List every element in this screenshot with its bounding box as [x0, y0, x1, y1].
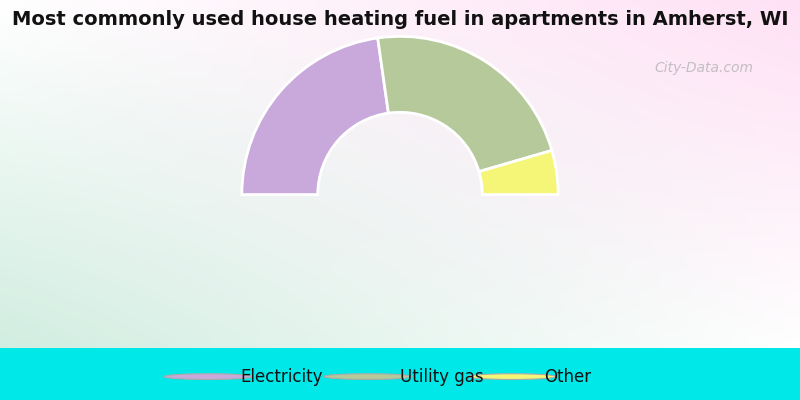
- Wedge shape: [479, 150, 558, 194]
- Text: Most commonly used house heating fuel in apartments in Amherst, WI: Most commonly used house heating fuel in…: [12, 10, 788, 29]
- Circle shape: [164, 374, 252, 380]
- Circle shape: [468, 374, 556, 380]
- Wedge shape: [242, 38, 389, 194]
- Text: Other: Other: [544, 368, 591, 386]
- Wedge shape: [378, 36, 552, 172]
- Text: Utility gas: Utility gas: [400, 368, 484, 386]
- Text: City-Data.com: City-Data.com: [654, 61, 754, 75]
- Text: Electricity: Electricity: [240, 368, 322, 386]
- Circle shape: [324, 374, 412, 380]
